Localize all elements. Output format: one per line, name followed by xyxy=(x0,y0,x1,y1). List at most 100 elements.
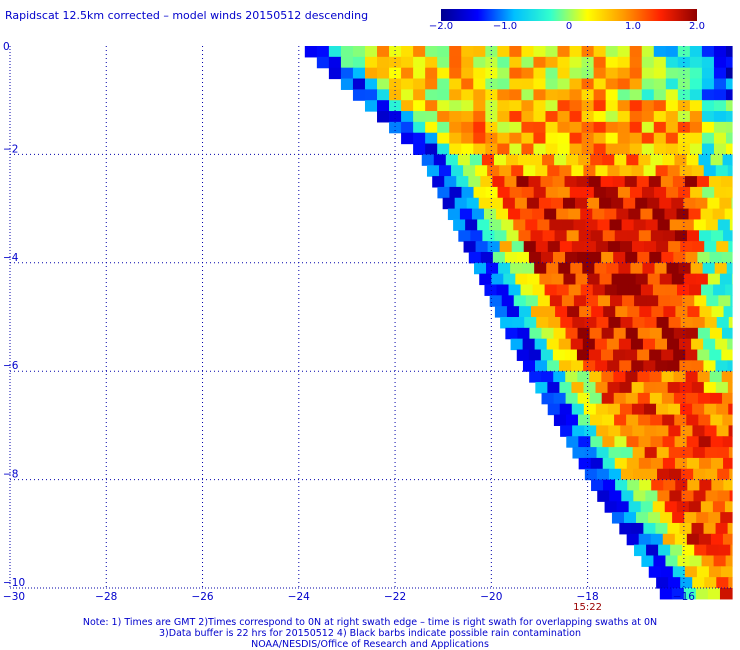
heatmap-cell xyxy=(470,230,483,242)
heatmap-cell xyxy=(722,436,733,448)
heatmap-cell xyxy=(693,468,706,481)
heatmap-cell xyxy=(625,392,639,405)
heatmap-cell xyxy=(487,165,500,177)
heatmap-cell xyxy=(569,132,583,145)
heatmap-cell xyxy=(566,230,580,242)
heatmap-cell xyxy=(715,522,729,535)
heatmap-cell xyxy=(505,154,519,166)
heatmap-cell xyxy=(618,338,632,351)
heatmap-cell xyxy=(601,251,614,264)
heatmap-cell xyxy=(567,306,580,318)
heatmap-cell xyxy=(671,273,685,286)
heatmap-cell xyxy=(725,56,733,69)
heatmap-cell xyxy=(650,414,663,426)
heatmap-cell xyxy=(425,100,438,112)
heatmap-cell xyxy=(509,100,523,112)
heatmap-cell xyxy=(521,46,535,58)
heatmap-cell xyxy=(704,447,718,459)
heatmap-cell xyxy=(641,89,655,101)
heatmap-cell xyxy=(709,371,723,383)
heatmap-cell xyxy=(557,186,571,199)
heatmap-cell xyxy=(531,306,544,318)
heatmap-cell xyxy=(580,208,593,221)
heatmap-cell xyxy=(697,349,710,361)
heatmap-cell xyxy=(544,284,558,296)
heatmap-cell xyxy=(413,56,426,69)
heatmap-cell xyxy=(521,132,535,145)
heatmap-cell xyxy=(702,186,715,199)
heatmap-cell xyxy=(689,121,703,134)
heatmap-cell xyxy=(713,121,727,134)
heatmap-cell xyxy=(698,230,712,242)
heatmap-cell xyxy=(565,371,578,383)
heatmap-cell xyxy=(557,143,571,155)
heatmap-cell xyxy=(696,512,709,524)
heatmap-cell xyxy=(605,111,619,123)
heatmap-cell xyxy=(565,251,578,264)
heatmap-cell xyxy=(646,295,659,307)
heatmap-cell xyxy=(650,457,664,470)
heatmap-cell xyxy=(401,132,414,145)
heatmap-cell xyxy=(721,327,733,340)
heatmap-cell xyxy=(473,186,487,199)
heatmap-cell xyxy=(545,78,559,90)
heatmap-cell xyxy=(549,219,562,231)
heatmap-cell xyxy=(389,121,402,134)
heatmap-cell xyxy=(541,392,555,405)
heatmap-cell xyxy=(647,273,661,286)
heatmap-cell xyxy=(705,468,718,481)
heatmap-cell xyxy=(725,132,733,145)
heatmap-cell xyxy=(505,327,518,340)
heatmap-cell xyxy=(713,132,727,145)
heatmap-cell xyxy=(700,208,714,221)
heatmap-cell xyxy=(445,154,459,166)
heatmap-cell xyxy=(688,501,702,513)
heatmap-cell xyxy=(660,512,673,524)
heatmap-cell xyxy=(668,577,681,589)
heatmap-cell xyxy=(632,241,645,253)
heatmap-cell xyxy=(703,360,717,372)
heatmap-cell xyxy=(701,121,715,134)
heatmap-cell xyxy=(653,100,667,112)
heatmap-cell xyxy=(499,241,513,253)
heatmap-cell xyxy=(722,414,733,426)
heatmap-cell xyxy=(677,111,691,123)
heatmap-cell xyxy=(497,111,510,123)
heatmap-cell xyxy=(628,501,642,513)
heatmap-cell xyxy=(707,197,721,210)
heatmap-cell xyxy=(728,577,733,589)
heatmap-cell xyxy=(537,219,550,231)
heatmap-cell xyxy=(473,89,486,101)
heatmap-cell xyxy=(653,121,667,134)
heatmap-cell xyxy=(401,46,414,58)
heatmap-cell xyxy=(686,533,700,546)
heatmap-cell xyxy=(685,251,699,264)
heatmap-cell xyxy=(694,295,707,307)
heatmap-cell xyxy=(565,327,579,340)
heatmap-cell xyxy=(517,327,531,340)
heatmap-cell xyxy=(730,295,733,307)
heatmap-cell xyxy=(451,165,464,177)
heatmap-cell xyxy=(667,382,681,394)
heatmap-cell xyxy=(534,338,548,351)
heatmap-cell xyxy=(389,100,402,112)
heatmap-cell xyxy=(437,121,450,134)
heatmap-cell xyxy=(658,544,671,557)
heatmap-cell xyxy=(352,46,366,58)
heatmap-cell xyxy=(554,154,567,166)
heatmap-cell xyxy=(666,186,679,199)
heatmap-cell xyxy=(437,46,450,58)
x-tick-label: −24 xyxy=(288,591,310,603)
heatmap-cell xyxy=(328,46,342,58)
heatmap-cell xyxy=(614,414,627,426)
heatmap-cell xyxy=(689,284,702,296)
heatmap-cell xyxy=(591,479,604,492)
heatmap-cell xyxy=(663,479,676,492)
heatmap-cell xyxy=(557,132,571,145)
heatmap-cell xyxy=(581,46,595,58)
heatmap-cell xyxy=(612,176,626,188)
heatmap-cell xyxy=(545,56,559,69)
heatmap-cell xyxy=(722,533,733,546)
heatmap-cell xyxy=(650,436,664,448)
heatmap-cell xyxy=(552,176,566,188)
